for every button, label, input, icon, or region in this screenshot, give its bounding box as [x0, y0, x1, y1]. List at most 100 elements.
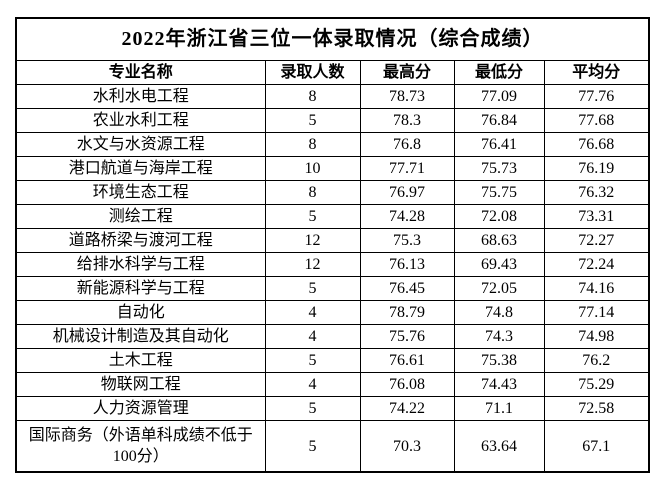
admitted-count-cell: 5: [264, 108, 361, 133]
max-score-cell: 76.61: [359, 348, 455, 373]
major-cell: 土木工程: [15, 348, 266, 373]
avg-score-cell: 67.1: [543, 420, 650, 473]
max-score-cell: 70.3: [359, 420, 455, 473]
admitted-count-cell: 4: [264, 324, 361, 349]
avg-score-cell: 76.68: [543, 132, 650, 157]
table-row: 人力资源管理 5 74.22 71.1 72.58: [15, 396, 650, 421]
max-score-cell: 76.08: [359, 372, 455, 397]
avg-score-cell: 73.31: [543, 204, 650, 229]
avg-score-cell: 77.14: [543, 300, 650, 325]
table-row: 自动化 4 78.79 74.8 77.14: [15, 300, 650, 325]
table-row: 环境生态工程 8 76.97 75.75 76.32: [15, 180, 650, 205]
col-header-major: 专业名称: [15, 60, 266, 85]
table-row: 水文与水资源工程 8 76.8 76.41 76.68: [15, 132, 650, 157]
admitted-count-cell: 12: [264, 252, 361, 277]
admitted-count-cell: 5: [264, 348, 361, 373]
table-row: 港口航道与海岸工程 10 77.71 75.73 76.19: [15, 156, 650, 181]
table-row: 道路桥梁与渡河工程 12 75.3 68.63 72.27: [15, 228, 650, 253]
col-header-max-score: 最高分: [359, 60, 455, 85]
admitted-count-cell: 5: [264, 204, 361, 229]
avg-score-cell: 77.76: [543, 84, 650, 109]
major-cell: 新能源科学与工程: [15, 276, 266, 301]
max-score-cell: 77.71: [359, 156, 455, 181]
avg-score-cell: 72.58: [543, 396, 650, 421]
min-score-cell: 75.75: [453, 180, 545, 205]
min-score-cell: 76.84: [453, 108, 545, 133]
major-cell: 道路桥梁与渡河工程: [15, 228, 266, 253]
avg-score-cell: 72.27: [543, 228, 650, 253]
major-cell: 机械设计制造及其自动化: [15, 324, 266, 349]
table-row: 物联网工程 4 76.08 74.43 75.29: [15, 372, 650, 397]
table-title: 2022年浙江省三位一体录取情况（综合成绩）: [15, 17, 650, 61]
avg-score-cell: 76.32: [543, 180, 650, 205]
table-row: 土木工程 5 76.61 75.38 76.2: [15, 348, 650, 373]
avg-score-cell: 72.24: [543, 252, 650, 277]
max-score-cell: 78.73: [359, 84, 455, 109]
major-cell: 水文与水资源工程: [15, 132, 266, 157]
major-cell: 港口航道与海岸工程: [15, 156, 266, 181]
max-score-cell: 78.3: [359, 108, 455, 133]
avg-score-cell: 77.68: [543, 108, 650, 133]
min-score-cell: 76.41: [453, 132, 545, 157]
max-score-cell: 74.28: [359, 204, 455, 229]
admitted-count-cell: 12: [264, 228, 361, 253]
min-score-cell: 72.08: [453, 204, 545, 229]
admitted-count-cell: 10: [264, 156, 361, 181]
min-score-cell: 71.1: [453, 396, 545, 421]
table-row: 给排水科学与工程 12 76.13 69.43 72.24: [15, 252, 650, 277]
admitted-count-cell: 8: [264, 180, 361, 205]
major-cell: 环境生态工程: [15, 180, 266, 205]
major-cell: 人力资源管理: [15, 396, 266, 421]
min-score-cell: 74.43: [453, 372, 545, 397]
avg-score-cell: 74.16: [543, 276, 650, 301]
min-score-cell: 75.73: [453, 156, 545, 181]
min-score-cell: 75.38: [453, 348, 545, 373]
table-header-row: 专业名称 录取人数 最高分 最低分 平均分: [15, 60, 650, 85]
admitted-count-cell: 8: [264, 84, 361, 109]
col-header-admitted-count: 录取人数: [264, 60, 361, 85]
min-score-cell: 68.63: [453, 228, 545, 253]
admitted-count-cell: 5: [264, 276, 361, 301]
max-score-cell: 76.8: [359, 132, 455, 157]
avg-score-cell: 75.29: [543, 372, 650, 397]
major-cell: 农业水利工程: [15, 108, 266, 133]
max-score-cell: 78.79: [359, 300, 455, 325]
col-header-avg-score: 平均分: [543, 60, 650, 85]
max-score-cell: 76.97: [359, 180, 455, 205]
max-score-cell: 75.76: [359, 324, 455, 349]
table-row: 测绘工程 5 74.28 72.08 73.31: [15, 204, 650, 229]
table-row: 国际商务（外语单科成绩不低于100分） 5 70.3 63.64 67.1: [15, 420, 650, 473]
avg-score-cell: 74.98: [543, 324, 650, 349]
max-score-cell: 74.22: [359, 396, 455, 421]
min-score-cell: 69.43: [453, 252, 545, 277]
admitted-count-cell: 5: [264, 420, 361, 473]
min-score-cell: 63.64: [453, 420, 545, 473]
major-cell: 物联网工程: [15, 372, 266, 397]
major-cell: 国际商务（外语单科成绩不低于100分）: [15, 420, 266, 473]
table-row: 农业水利工程 5 78.3 76.84 77.68: [15, 108, 650, 133]
admission-results-table: 2022年浙江省三位一体录取情况（综合成绩） 专业名称 录取人数 最高分 最低分…: [15, 17, 651, 473]
table-row: 机械设计制造及其自动化 4 75.76 74.3 74.98: [15, 324, 650, 349]
avg-score-cell: 76.2: [543, 348, 650, 373]
major-cell: 水利水电工程: [15, 84, 266, 109]
avg-score-cell: 76.19: [543, 156, 650, 181]
max-score-cell: 76.13: [359, 252, 455, 277]
admitted-count-cell: 4: [264, 300, 361, 325]
major-cell: 自动化: [15, 300, 266, 325]
admitted-count-cell: 8: [264, 132, 361, 157]
table-body: 水利水电工程 8 78.73 77.09 77.76 农业水利工程 5 78.3 76.84 77…: [15, 84, 650, 473]
max-score-cell: 76.45: [359, 276, 455, 301]
min-score-cell: 74.8: [453, 300, 545, 325]
max-score-cell: 75.3: [359, 228, 455, 253]
major-cell: 测绘工程: [15, 204, 266, 229]
table-row: 水利水电工程 8 78.73 77.09 77.76: [15, 84, 650, 109]
min-score-cell: 72.05: [453, 276, 545, 301]
major-cell: 给排水科学与工程: [15, 252, 266, 277]
table-title-row: 2022年浙江省三位一体录取情况（综合成绩）: [15, 17, 650, 61]
min-score-cell: 77.09: [453, 84, 545, 109]
admitted-count-cell: 5: [264, 396, 361, 421]
table-row: 新能源科学与工程 5 76.45 72.05 74.16: [15, 276, 650, 301]
col-header-min-score: 最低分: [453, 60, 545, 85]
admitted-count-cell: 4: [264, 372, 361, 397]
min-score-cell: 74.3: [453, 324, 545, 349]
